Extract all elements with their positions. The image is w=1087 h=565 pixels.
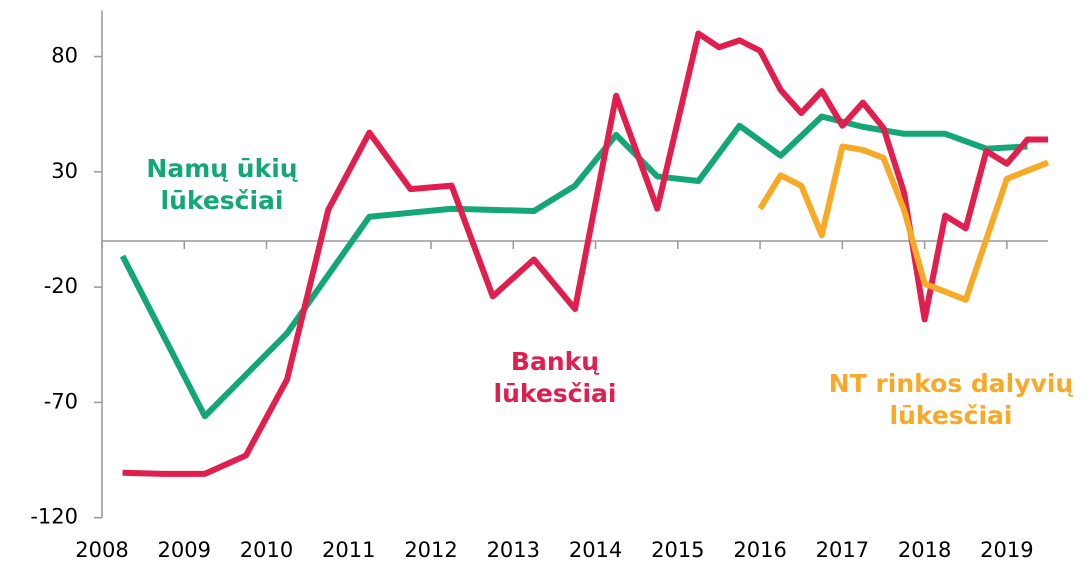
series-line [122, 30, 1048, 477]
series-label: NT rinkos dalyvių lūkesčiai [828, 369, 1074, 430]
x-tick-label: 2011 [322, 538, 375, 562]
series-label: Bankų lūkesčiai [493, 347, 617, 408]
x-tick-label: 2012 [404, 538, 457, 562]
y-tick-label: 80 [51, 44, 78, 68]
x-tick-label: 2014 [569, 538, 622, 562]
y-tick-label: -120 [30, 505, 78, 529]
y-tick-label: -20 [44, 274, 78, 298]
x-tick-label: 2009 [158, 538, 211, 562]
x-tick-label: 2018 [898, 538, 951, 562]
series-label: Namų ūkių lūkesčiai [146, 154, 298, 215]
x-tick-label: 2010 [240, 538, 293, 562]
x-tick-label: 2015 [651, 538, 704, 562]
x-tick-label: 2017 [816, 538, 869, 562]
y-tick-label: 30 [51, 159, 78, 183]
y-tick-label: -70 [44, 389, 78, 413]
x-tick-label: 2016 [733, 538, 786, 562]
x-tick-label: 2013 [487, 538, 540, 562]
series-line [119, 113, 1028, 420]
x-tick-label: 2008 [75, 538, 128, 562]
x-tick-label: 2019 [980, 538, 1033, 562]
series-line [757, 143, 1050, 303]
